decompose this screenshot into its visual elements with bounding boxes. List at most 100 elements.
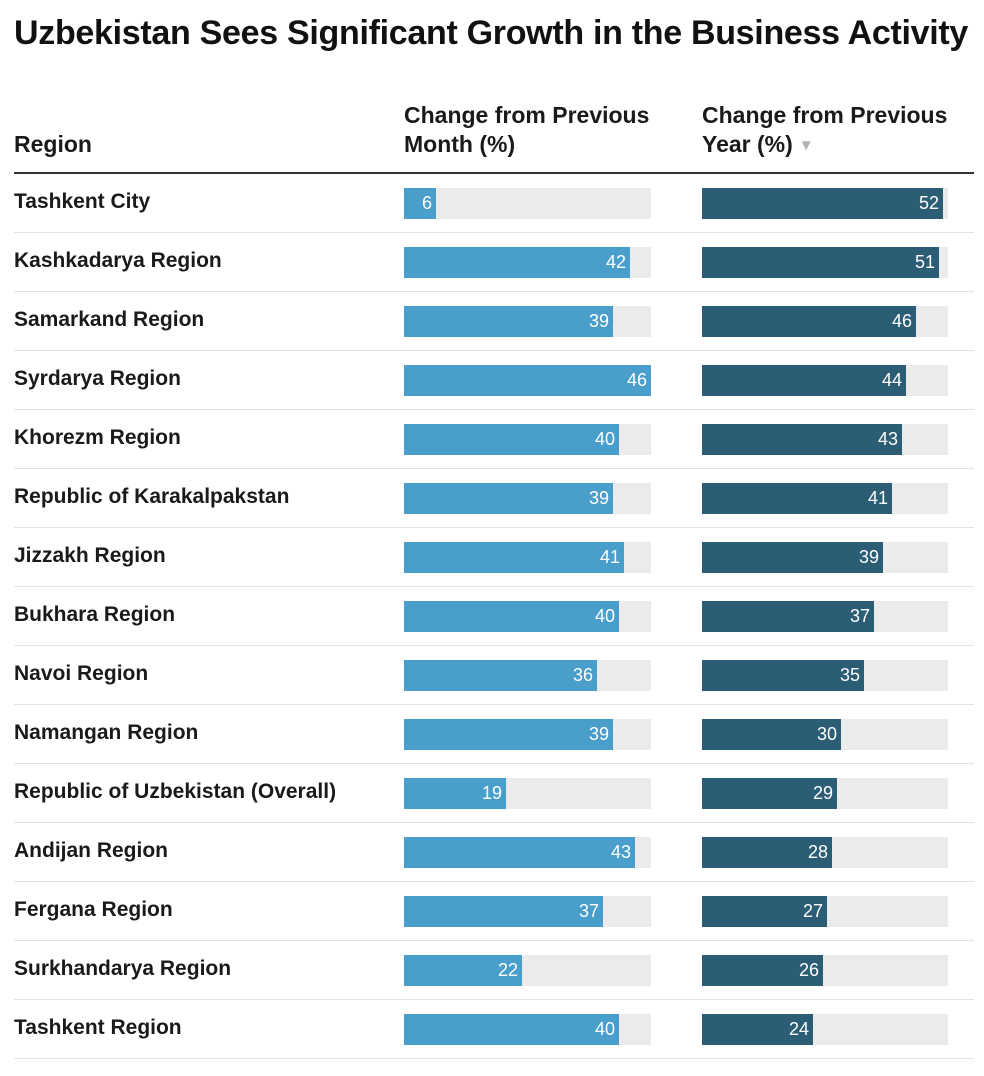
yearly-value-label: 44 [881, 370, 902, 390]
yearly-bar-track: 52 [702, 188, 948, 219]
row-divider [14, 704, 974, 705]
row-divider [14, 940, 974, 941]
monthly-change-bar[interactable]: 42 [404, 247, 630, 278]
monthly-value-label: 39 [588, 311, 609, 331]
monthly-change-bar[interactable]: 37 [404, 896, 603, 927]
monthly-change-bar[interactable]: 39 [404, 719, 613, 750]
monthly-value-label: 19 [481, 783, 502, 803]
yearly-change-bar[interactable]: 43 [702, 424, 902, 455]
yearly-change-bar[interactable]: 35 [702, 660, 864, 691]
yearly-value-label: 26 [798, 960, 819, 980]
monthly-change-bar[interactable]: 19 [404, 778, 506, 809]
region-label: Fergana Region [14, 898, 173, 921]
monthly-bar-track: 41 [404, 542, 651, 573]
monthly-change-bar[interactable]: 43 [404, 837, 635, 868]
yearly-value-label: 46 [891, 311, 912, 331]
monthly-bar-track: 42 [404, 247, 651, 278]
row-divider [14, 409, 974, 410]
row-divider [14, 645, 974, 646]
yearly-change-bar[interactable]: 27 [702, 896, 827, 927]
monthly-value-label: 41 [599, 547, 620, 567]
yearly-value-label: 28 [807, 842, 828, 862]
yearly-change-bar[interactable]: 52 [702, 188, 943, 219]
table-row: Bukhara Region 40 37 [14, 587, 974, 646]
monthly-bar-track: 19 [404, 778, 651, 809]
yearly-change-bar[interactable]: 46 [702, 306, 916, 337]
monthly-bar-track: 36 [404, 660, 651, 691]
row-divider [14, 822, 974, 823]
yearly-bar-track: 29 [702, 778, 948, 809]
monthly-bar-track: 40 [404, 601, 651, 632]
region-label: Kashkadarya Region [14, 249, 222, 272]
column-header-region[interactable]: Region [14, 131, 92, 157]
monthly-change-bar[interactable]: 36 [404, 660, 597, 691]
monthly-value-label: 6 [421, 193, 432, 213]
monthly-change-bar[interactable]: 39 [404, 306, 613, 337]
yearly-bar-track: 46 [702, 306, 948, 337]
monthly-change-bar[interactable]: 22 [404, 955, 522, 986]
sort-descending-icon[interactable]: ▼ [798, 137, 814, 154]
region-label: Bukhara Region [14, 603, 176, 626]
monthly-change-bar[interactable]: 41 [404, 542, 624, 573]
monthly-change-bar[interactable]: 6 [404, 188, 436, 219]
yearly-bar-track: 39 [702, 542, 948, 573]
table-row: Kashkadarya Region 42 51 [14, 233, 974, 292]
column-header-yearly-change[interactable]: Change from Previous Year (%) ▼ [702, 101, 972, 160]
monthly-value-label: 40 [594, 429, 615, 449]
monthly-bar-track: 39 [404, 483, 651, 514]
yearly-change-bar[interactable]: 51 [702, 247, 939, 278]
monthly-value-label: 22 [497, 960, 518, 980]
yearly-bar-track: 43 [702, 424, 948, 455]
header-divider [14, 172, 974, 174]
table-row: Jizzakh Region 41 39 [14, 528, 974, 587]
yearly-bar-track: 37 [702, 601, 948, 632]
yearly-bar-track: 24 [702, 1014, 948, 1045]
region-label: Namangan Region [14, 721, 199, 744]
yearly-change-bar[interactable]: 41 [702, 483, 892, 514]
row-divider [14, 999, 974, 1000]
monthly-change-bar[interactable]: 46 [404, 365, 651, 396]
monthly-bar-track: 6 [404, 188, 651, 219]
yearly-bar-track: 30 [702, 719, 948, 750]
row-divider [14, 291, 974, 292]
region-label: Navoi Region [14, 662, 149, 685]
yearly-change-bar[interactable]: 26 [702, 955, 823, 986]
monthly-change-bar[interactable]: 40 [404, 424, 619, 455]
row-divider [14, 763, 974, 764]
yearly-change-bar[interactable]: 29 [702, 778, 837, 809]
monthly-change-bar[interactable]: 39 [404, 483, 613, 514]
yearly-change-bar[interactable]: 24 [702, 1014, 813, 1045]
monthly-change-bar[interactable]: 40 [404, 601, 619, 632]
monthly-change-bar[interactable]: 40 [404, 1014, 619, 1045]
row-divider [14, 881, 974, 882]
yearly-value-label: 30 [816, 724, 837, 744]
yearly-change-bar[interactable]: 39 [702, 542, 883, 573]
yearly-value-label: 51 [914, 252, 935, 272]
yearly-change-bar[interactable]: 37 [702, 601, 874, 632]
column-header-monthly-change[interactable]: Change from Previous Month (%) [404, 102, 650, 157]
monthly-bar-track: 22 [404, 955, 651, 986]
row-divider [14, 1058, 974, 1059]
yearly-value-label: 27 [802, 901, 823, 921]
row-divider [14, 350, 974, 351]
row-divider [14, 232, 974, 233]
yearly-bar-track: 51 [702, 247, 948, 278]
yearly-bar-track: 28 [702, 837, 948, 868]
row-divider [14, 586, 974, 587]
yearly-change-bar[interactable]: 44 [702, 365, 906, 396]
yearly-change-bar[interactable]: 30 [702, 719, 841, 750]
yearly-value-label: 29 [812, 783, 833, 803]
yearly-change-bar[interactable]: 28 [702, 837, 832, 868]
table-row: Fergana Region 37 27 [14, 882, 974, 941]
monthly-value-label: 39 [588, 724, 609, 744]
monthly-value-label: 40 [594, 606, 615, 626]
yearly-bar-track: 41 [702, 483, 948, 514]
region-label: Tashkent Region [14, 1016, 182, 1039]
monthly-bar-track: 40 [404, 1014, 651, 1045]
monthly-value-label: 39 [588, 488, 609, 508]
table-row: Republic of Karakalpakstan 39 41 [14, 469, 974, 528]
table-row: Andijan Region 43 28 [14, 823, 974, 882]
table-row: Tashkent City 6 52 [14, 174, 974, 233]
monthly-value-label: 37 [578, 901, 599, 921]
region-label: Samarkand Region [14, 308, 205, 331]
